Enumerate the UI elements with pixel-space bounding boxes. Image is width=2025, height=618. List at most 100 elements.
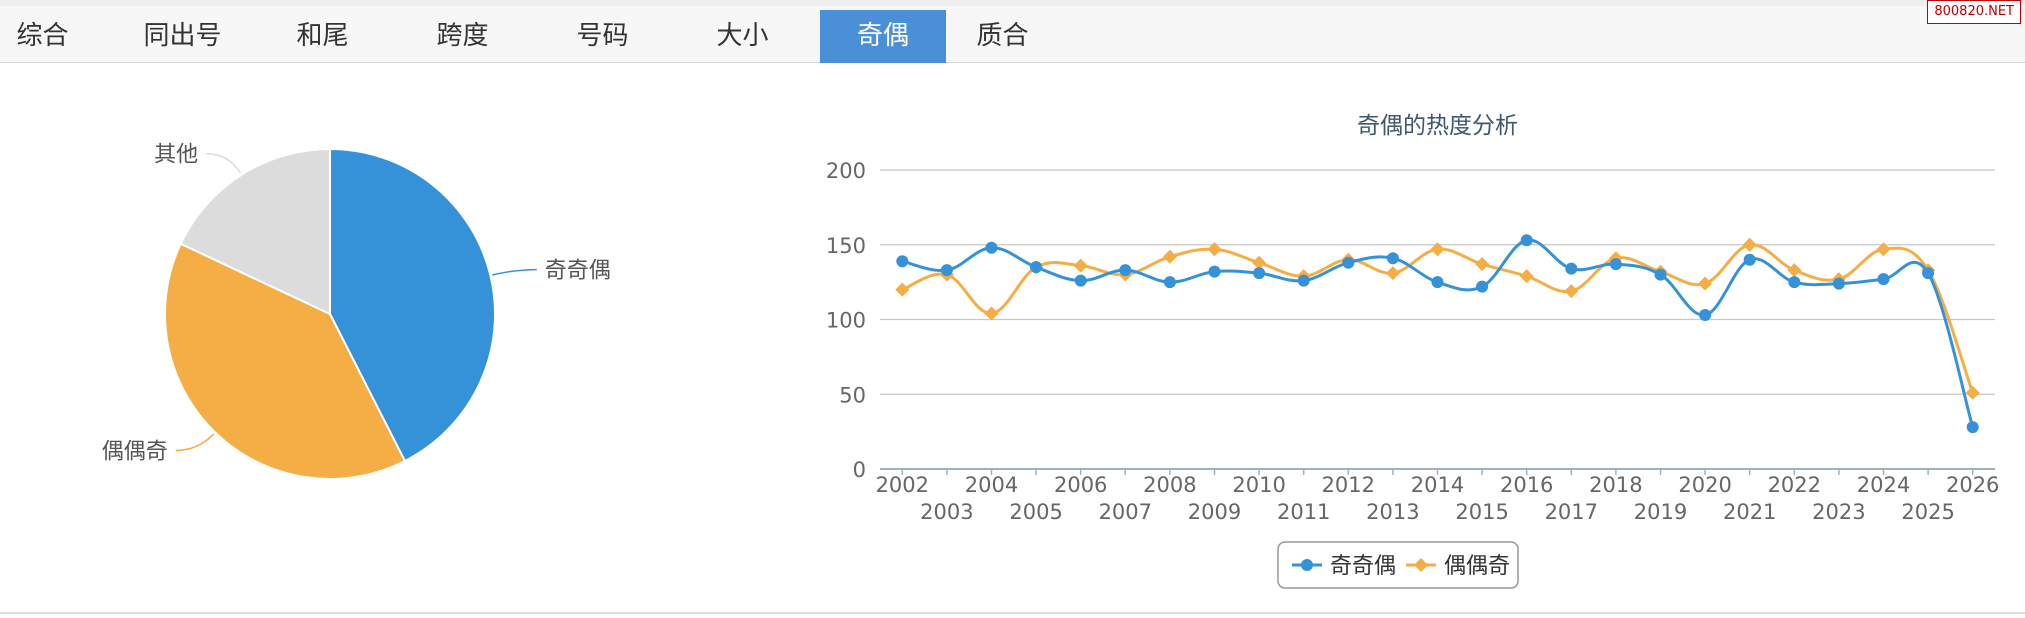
data-point-series-2[interactable]: [1519, 269, 1534, 284]
tab-8[interactable]: 质合: [976, 21, 1029, 51]
data-point-series-1[interactable]: [1520, 234, 1533, 247]
data-point-series-2[interactable]: [984, 306, 999, 321]
data-point-series-1[interactable]: [1431, 276, 1444, 289]
line-chart: 奇偶的热度分析 0 50 100 150 200 2002 2003 2004 2005 2006 2…: [826, 113, 1999, 589]
pie-connector-2: [175, 433, 215, 452]
data-point-series-1[interactable]: [1788, 276, 1801, 289]
brand-logo: 800820.NET: [1927, 0, 2021, 24]
pie-connector-3: [206, 152, 242, 174]
x-tick-label: 2026: [1946, 473, 1999, 497]
data-point-series-1[interactable]: [1074, 274, 1087, 287]
x-tick-label: 2008: [1143, 473, 1196, 497]
x-tick-label: 2015: [1455, 500, 1508, 524]
data-point-series-1[interactable]: [1342, 256, 1355, 269]
legend-label-1[interactable]: 奇奇偶: [1330, 554, 1396, 579]
x-tick-label: 2018: [1589, 473, 1642, 497]
data-point-series-1[interactable]: [1609, 258, 1622, 271]
data-point-series-1[interactable]: [1877, 273, 1890, 286]
x-tick-label: 2014: [1411, 473, 1464, 497]
pie-connector-1: [492, 268, 537, 276]
pie-slice-2[interactable]: [164, 242, 407, 480]
data-point-series-1[interactable]: [1476, 280, 1489, 293]
x-tick-label: 2009: [1188, 500, 1241, 524]
tab-bar: 综合 同出号 和尾 跨度 号码 大小 奇偶 质合: [0, 0, 2025, 63]
data-point-series-2[interactable]: [1564, 284, 1579, 299]
pie-slice-1[interactable]: [329, 147, 496, 463]
x-tick-label: 2002: [876, 473, 929, 497]
y-tick-label: 100: [826, 309, 866, 333]
x-tick-label: 2012: [1322, 473, 1375, 497]
pie-label-2: 偶偶奇: [102, 439, 168, 464]
tab-6[interactable]: 大小: [716, 21, 769, 51]
tab-4[interactable]: 跨度: [436, 21, 489, 51]
legend-box: [1277, 541, 1519, 589]
data-point-series-1[interactable]: [940, 264, 953, 277]
y-tick-label: 200: [826, 159, 866, 183]
x-tick-label: 2017: [1545, 500, 1598, 524]
y-tick-label: 50: [839, 383, 866, 407]
data-point-series-1[interactable]: [985, 241, 998, 254]
data-point-series-1[interactable]: [1208, 265, 1221, 278]
x-tick-label: 2022: [1768, 473, 1821, 497]
data-point-series-2[interactable]: [1073, 258, 1088, 273]
x-tick-label: 2016: [1500, 473, 1553, 497]
data-point-series-2[interactable]: [1965, 385, 1980, 400]
x-tick-label: 2006: [1054, 473, 1107, 497]
tab-1[interactable]: 综合: [16, 21, 69, 51]
data-point-series-1[interactable]: [1163, 276, 1176, 289]
series-line-1: [901, 238, 1975, 428]
data-point-series-1[interactable]: [1386, 252, 1399, 265]
legend-marker: [1414, 558, 1428, 572]
data-point-series-2[interactable]: [1252, 255, 1267, 270]
x-tick-label: 2011: [1277, 500, 1330, 524]
data-point-series-2[interactable]: [1475, 257, 1490, 272]
data-point-series-1[interactable]: [1743, 253, 1756, 266]
x-tick-label: 2020: [1678, 473, 1731, 497]
data-point-series-2[interactable]: [1385, 266, 1400, 281]
tab-3[interactable]: 和尾: [296, 21, 349, 51]
data-point-series-1[interactable]: [1297, 274, 1310, 287]
x-tick-label: 2010: [1232, 473, 1285, 497]
x-tick-label: 2019: [1634, 500, 1687, 524]
data-point-series-2[interactable]: [1742, 237, 1757, 252]
data-point-series-2[interactable]: [1162, 249, 1177, 264]
x-tick-label: 2021: [1723, 500, 1776, 524]
chart-title: 奇偶的热度分析: [1357, 113, 1518, 139]
data-point-series-1[interactable]: [1565, 262, 1578, 275]
data-point-series-1[interactable]: [1832, 277, 1845, 290]
x-tick-label: 2003: [920, 500, 973, 524]
bottom-divider: [0, 612, 2025, 614]
x-tick-label: 2023: [1812, 500, 1865, 524]
data-point-series-1[interactable]: [1253, 267, 1266, 280]
x-tick-label: 2013: [1366, 500, 1419, 524]
pie-label-3: 其他: [154, 143, 198, 168]
data-point-series-2[interactable]: [1876, 242, 1891, 257]
data-point-series-1[interactable]: [1966, 421, 1979, 434]
tab-7[interactable]: 奇偶: [820, 10, 946, 63]
data-point-series-2[interactable]: [1430, 242, 1445, 257]
legend-label-2[interactable]: 偶偶奇: [1444, 554, 1510, 579]
data-point-series-2[interactable]: [895, 282, 910, 297]
x-tick-label: 2004: [965, 473, 1018, 497]
pie-label-1: 奇奇偶: [545, 259, 611, 284]
tab-2[interactable]: 同出号: [143, 21, 222, 51]
x-tick-label: 2025: [1901, 500, 1954, 524]
data-point-series-2[interactable]: [1787, 263, 1802, 278]
data-point-series-1[interactable]: [1922, 267, 1935, 280]
data-point-series-1[interactable]: [1654, 268, 1667, 281]
data-point-series-2[interactable]: [1698, 276, 1713, 291]
y-tick-label: 0: [853, 458, 866, 482]
legend-marker: [1301, 559, 1313, 571]
data-point-series-1[interactable]: [1699, 309, 1712, 322]
data-point-series-1[interactable]: [1119, 264, 1132, 277]
data-point-series-2[interactable]: [1207, 242, 1222, 257]
tab-5[interactable]: 号码: [576, 21, 629, 51]
x-tick-label: 2005: [1009, 500, 1062, 524]
x-tick-label: 2007: [1099, 500, 1152, 524]
y-tick-label: 150: [826, 234, 866, 258]
data-point-series-1[interactable]: [896, 255, 909, 268]
pie-slice-3[interactable]: [179, 147, 331, 316]
data-point-series-1[interactable]: [1030, 261, 1043, 274]
series-line-2: [901, 243, 1975, 394]
